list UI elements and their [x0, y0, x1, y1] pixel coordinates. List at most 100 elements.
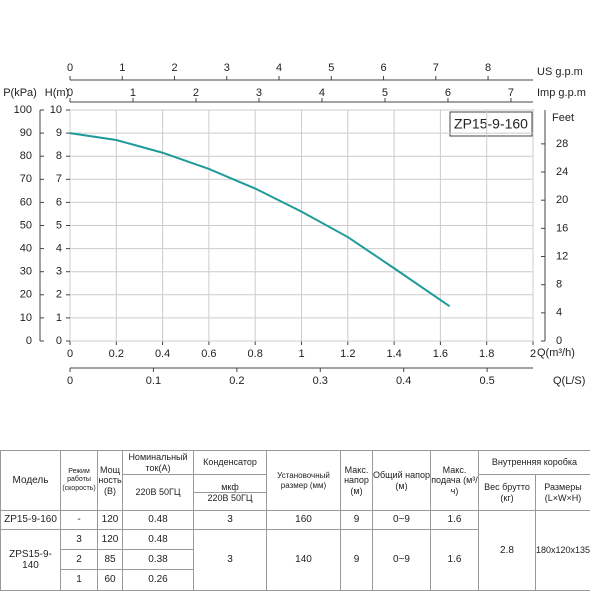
y-tick-label: 6	[56, 196, 62, 208]
axis-tick-label: 0	[67, 87, 73, 99]
axis-tick-label: 100	[14, 104, 32, 116]
x-tick-label: 1.4	[386, 348, 401, 360]
axis-tick-label: 6	[380, 62, 386, 74]
axis-label: P(kPa)	[3, 87, 37, 99]
header-cell: Внутренняя коробка	[479, 451, 590, 475]
header-cell: 220В 50ГЦ	[123, 475, 194, 511]
cell: 2	[61, 550, 98, 570]
cell: 3	[194, 511, 267, 530]
axis-tick-label: 20	[556, 194, 568, 206]
axis-tick-label: 0	[556, 335, 562, 347]
cell: 3	[61, 530, 98, 550]
axis-tick-label: 3	[224, 62, 230, 74]
header-cell: Конденсатор	[194, 451, 267, 475]
spec-table: Модель Режим работы (скорость) Мощ ность…	[0, 450, 590, 591]
cell: 120	[98, 511, 123, 530]
header-cell: Модель	[1, 451, 61, 511]
axis-tick-label: 12	[556, 250, 568, 262]
axis-tick-label: 3	[256, 87, 262, 99]
cell: 0.48	[123, 511, 194, 530]
axis-tick-label: 4	[556, 307, 562, 319]
header-text: мкф	[194, 482, 266, 493]
chart: ZP15-9-160 H(m) Q(m³/h) 0 0.2 0.4 0.6 0.8 1 1.…	[0, 0, 590, 445]
x-tick-label: 0.8	[248, 348, 263, 360]
header-cell: Макс. подача (м³/ч)	[431, 451, 479, 511]
y-tick-label: 2	[56, 289, 62, 301]
axis-tick-label: 16	[556, 222, 568, 234]
x-tick-label: 0.6	[201, 348, 216, 360]
curve	[70, 133, 450, 306]
axis-tick-label: 70	[20, 173, 32, 185]
header-cell: Режим работы (скорость)	[61, 451, 98, 511]
cell: 0.26	[123, 570, 194, 591]
cell: 120	[98, 530, 123, 550]
axis-label: Imp g.p.m	[537, 87, 586, 99]
axis-tick-label: 4	[319, 87, 325, 99]
y-tick-label: 10	[50, 104, 62, 116]
axis-tick-label: 5	[382, 87, 388, 99]
y-tick-label: 5	[56, 219, 62, 231]
y-tick-label: 9	[56, 127, 62, 139]
cell: 1	[61, 570, 98, 591]
x-tick-label: 0.4	[155, 348, 170, 360]
table-row: ZP15-9-160 - 120 0.48 3 160 9 0~9 1.6 2.…	[1, 511, 590, 530]
x-tick-label: 1.6	[433, 348, 448, 360]
header-cell: Вес брутто (кг)	[479, 475, 536, 511]
cell: 160	[267, 511, 341, 530]
axis-tick-label: 0.4	[396, 375, 411, 387]
axis-tick-label: 0	[67, 375, 73, 387]
axis-tick-label: 0.1	[146, 375, 161, 387]
header-cell: Общий напор (м)	[373, 451, 431, 511]
axis-tick-label: 20	[20, 289, 32, 301]
x-tick-label: 1	[298, 348, 304, 360]
cell: ZPS15-9-140	[1, 530, 61, 591]
axis-tick-label: 4	[276, 62, 282, 74]
axis-tick-label: 0.5	[479, 375, 494, 387]
header-cell: Мощ ность (В)	[98, 451, 123, 511]
cell: 2.8	[479, 511, 536, 591]
axis-tick-label: 8	[485, 62, 491, 74]
header-cell: Номинальный ток(А)	[123, 451, 194, 475]
axis-tick-label: 0.2	[229, 375, 244, 387]
axis-tick-label: 2	[171, 62, 177, 74]
axis-tick-label: 0.3	[313, 375, 328, 387]
x-tick-label: 0	[67, 348, 73, 360]
axis-label: US g.p.m	[537, 66, 583, 78]
axis-tick-label: 7	[433, 62, 439, 74]
cell: 9	[341, 511, 373, 530]
y-tick-label: 8	[56, 150, 62, 162]
axis-tick-label: 10	[20, 312, 32, 324]
cell: 3	[194, 530, 267, 591]
y-axis-label: H(m)	[45, 87, 69, 99]
cell: 0.38	[123, 550, 194, 570]
cell: 1.6	[431, 530, 479, 591]
cell: 180x120x135	[536, 511, 590, 591]
axis-tick-label: 60	[20, 196, 32, 208]
axis-tick-label: 90	[20, 127, 32, 139]
cell: ZP15-9-160	[1, 511, 61, 530]
axis-tick-label: 24	[556, 166, 568, 178]
axis-tick-label: 8	[556, 279, 562, 291]
cell: -	[61, 511, 98, 530]
header-text: 220В 50ГЦ	[194, 493, 266, 503]
x-tick-label: 1.8	[479, 348, 494, 360]
y-tick-label: 3	[56, 266, 62, 278]
cell: 0~9	[373, 511, 431, 530]
chart-title: ZP15-9-160	[454, 116, 528, 132]
cell: 60	[98, 570, 123, 591]
axis-tick-label: 30	[20, 266, 32, 278]
y-tick-label: 7	[56, 173, 62, 185]
x-axis-label: Q(m³/h)	[537, 347, 575, 359]
cell: 1.6	[431, 511, 479, 530]
y-tick-label: 1	[56, 312, 62, 324]
axis-label: Feet	[552, 112, 574, 124]
header-cell: Размеры (L×W×H)	[536, 475, 590, 511]
axis-tick-label: 50	[20, 219, 32, 231]
header-cell: Макс. напор (м)	[341, 451, 373, 511]
cell: 0~9	[373, 530, 431, 591]
x-tick-label: 0.2	[109, 348, 124, 360]
x-tick-label: 1.2	[340, 348, 355, 360]
axis-tick-label: 0	[26, 335, 32, 347]
